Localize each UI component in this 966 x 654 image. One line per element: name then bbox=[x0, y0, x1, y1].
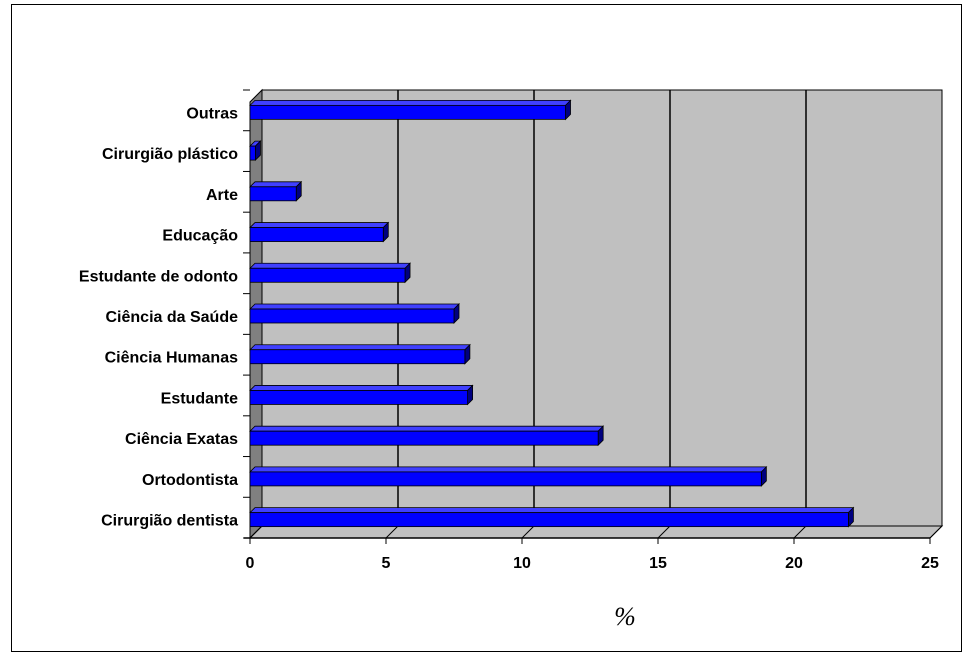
bar-front bbox=[249, 430, 599, 446]
category-label: Educação bbox=[162, 228, 238, 245]
category-label: Cirurgião dentista bbox=[101, 513, 238, 530]
category-label: Estudante bbox=[161, 390, 238, 407]
category-label: Estudante de odonto bbox=[79, 268, 238, 285]
bar-top bbox=[249, 507, 855, 514]
x-tick-label: 20 bbox=[785, 555, 803, 572]
bar bbox=[249, 465, 768, 487]
bar-front bbox=[249, 227, 384, 242]
bar-top bbox=[249, 99, 572, 106]
x-axis-title: % bbox=[614, 602, 636, 631]
bar-front bbox=[249, 390, 469, 405]
category-label: Ortodontista bbox=[142, 472, 238, 489]
floor-gridline bbox=[521, 525, 535, 539]
floor-gridline bbox=[249, 525, 263, 539]
bar-top bbox=[249, 425, 605, 432]
x-tick-label: 15 bbox=[649, 555, 667, 572]
bar-front bbox=[249, 145, 256, 161]
floor bbox=[248, 525, 944, 539]
bar-top bbox=[249, 222, 390, 228]
bar-front bbox=[249, 267, 406, 283]
category-label: Ciência Exatas bbox=[125, 431, 238, 448]
category-label: Outras bbox=[186, 105, 238, 122]
bar-front bbox=[249, 308, 455, 324]
bar bbox=[249, 425, 605, 447]
x-tick-labels: 0 5 10 15 20 25 bbox=[246, 555, 939, 572]
x-tick-label: 25 bbox=[921, 555, 939, 572]
bar bbox=[249, 180, 303, 202]
bar-front bbox=[249, 471, 762, 487]
x-tick-label: 10 bbox=[513, 555, 531, 572]
floor-gridline bbox=[793, 525, 807, 539]
bar bbox=[249, 140, 262, 162]
category-label: Ciência Humanas bbox=[105, 350, 238, 367]
x-tick-label: 0 bbox=[246, 555, 255, 572]
bar bbox=[249, 343, 471, 365]
bar-top bbox=[249, 303, 460, 310]
x-tick-label: 5 bbox=[382, 555, 391, 572]
bar-front bbox=[249, 512, 849, 528]
floor-gridline bbox=[385, 525, 399, 539]
bar-top bbox=[249, 385, 474, 391]
bar-top bbox=[249, 181, 303, 188]
bar bbox=[249, 221, 390, 243]
bar-front bbox=[249, 186, 297, 202]
bar bbox=[249, 506, 855, 528]
bar bbox=[249, 384, 474, 406]
floor-gridline bbox=[929, 525, 943, 539]
bar bbox=[249, 99, 572, 121]
bar bbox=[249, 303, 460, 324]
bars bbox=[249, 99, 855, 528]
category-labels: Cirurgião dentista Ortodontista Ciência Ex… bbox=[79, 105, 238, 529]
category-label: Cirurgião plástico bbox=[102, 146, 238, 163]
bar-top bbox=[249, 466, 768, 473]
bar-front bbox=[249, 349, 466, 365]
bar-front bbox=[249, 104, 566, 120]
bar-top bbox=[249, 262, 412, 269]
category-label: Ciência da Saúde bbox=[106, 309, 239, 326]
floor-gridline bbox=[657, 525, 671, 539]
bar bbox=[249, 262, 412, 284]
bar-top bbox=[249, 344, 471, 351]
category-label: Arte bbox=[206, 187, 238, 204]
